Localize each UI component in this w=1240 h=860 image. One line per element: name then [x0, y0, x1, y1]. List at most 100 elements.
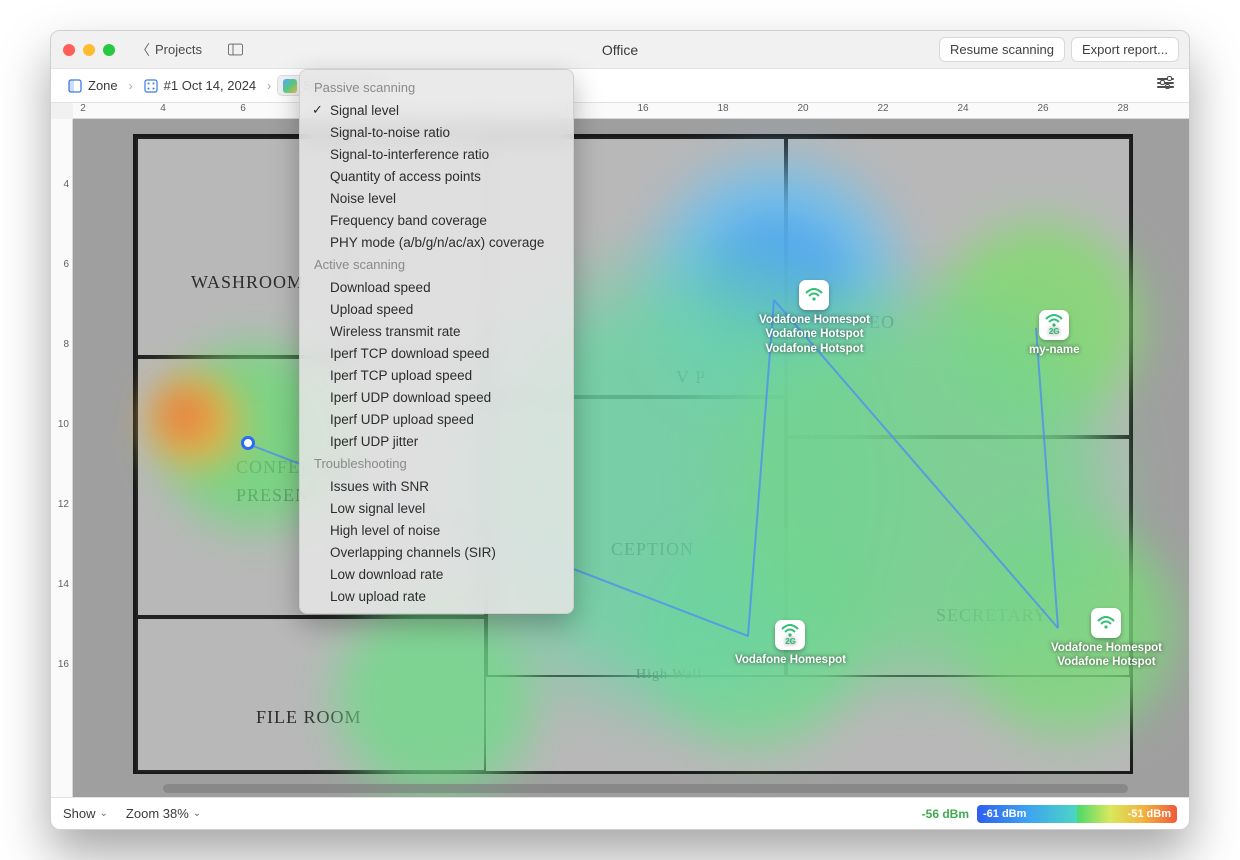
- viz-settings-button[interactable]: [1153, 76, 1177, 95]
- chevron-down-icon: ⌄: [193, 808, 201, 819]
- menu-item[interactable]: Wireless transmit rate: [300, 320, 573, 342]
- toggle-sidebar-button[interactable]: [219, 40, 252, 59]
- ruler-tick: 6: [51, 259, 69, 270]
- menu-item[interactable]: Iperf UDP download speed: [300, 386, 573, 408]
- maximize-icon[interactable]: [103, 44, 115, 56]
- scrollbar-thumb[interactable]: [163, 784, 1128, 793]
- status-bar: Show ⌄ Zoom 38% ⌄ -56 dBm -61 dBm -51 dB…: [51, 797, 1189, 829]
- menu-item[interactable]: High level of noise: [300, 519, 573, 541]
- ruler-tick: 6: [228, 103, 258, 114]
- breadcrumb-bar: Zone › #1 Oct 14, 2024 › Signal level ⌃⌄…: [51, 69, 1189, 103]
- menu-item[interactable]: Issues with SNR: [300, 475, 573, 497]
- ruler-vertical: 4 6 8 10 12 14 16: [51, 119, 73, 797]
- show-menu-button[interactable]: Show ⌄: [63, 806, 108, 821]
- sidebar-icon: [228, 43, 243, 56]
- legend-high-value: -51 dBm: [1128, 808, 1171, 820]
- minimize-icon[interactable]: [83, 44, 95, 56]
- access-point-marker[interactable]: Vodafone HomespotVodafone HotspotVodafon…: [759, 280, 870, 356]
- menu-item[interactable]: Quantity of access points: [300, 165, 573, 187]
- chevron-right-icon: ›: [267, 79, 271, 93]
- access-point-marker[interactable]: 2Gmy-name: [1029, 310, 1080, 357]
- heatmap-blob: [154, 385, 214, 445]
- ruler-tick: 4: [51, 179, 69, 190]
- survey-start-point[interactable]: [241, 436, 255, 450]
- snapshot-icon: [144, 79, 158, 93]
- legend-gradient: -61 dBm -51 dBm: [977, 805, 1177, 823]
- window-controls: [61, 44, 119, 56]
- menu-item[interactable]: Frequency band coverage: [300, 209, 573, 231]
- ruler-tick: 20: [788, 103, 818, 114]
- breadcrumb-zone[interactable]: Zone: [63, 76, 123, 95]
- room-label-washroom: WASHROOM: [191, 272, 304, 293]
- zone-icon: [68, 79, 82, 93]
- menu-item[interactable]: Upload speed: [300, 298, 573, 320]
- chevron-left-icon: 〈: [136, 40, 150, 60]
- back-projects-label: Projects: [155, 42, 202, 57]
- wifi-icon: [799, 280, 829, 310]
- menu-section-header: Active scanning: [300, 253, 573, 276]
- export-report-button[interactable]: Export report...: [1071, 37, 1179, 62]
- ruler-tick: 24: [948, 103, 978, 114]
- close-icon[interactable]: [63, 44, 75, 56]
- menu-section-header: Passive scanning: [300, 76, 573, 99]
- access-point-marker[interactable]: Vodafone HomespotVodafone Hotspot: [1051, 608, 1162, 670]
- menu-section-header: Troubleshooting: [300, 452, 573, 475]
- zoom-menu-button[interactable]: Zoom 38% ⌄: [126, 806, 201, 821]
- breadcrumb-zone-label: Zone: [88, 78, 118, 93]
- zoom-label: Zoom 38%: [126, 806, 189, 821]
- sliders-icon: [1157, 76, 1174, 90]
- ruler-tick: 22: [868, 103, 898, 114]
- ruler-tick: 2: [68, 103, 98, 114]
- legend-low-value: -61 dBm: [983, 808, 1026, 820]
- menu-item[interactable]: Download speed: [300, 276, 573, 298]
- menu-item[interactable]: Overlapping channels (SIR): [300, 541, 573, 563]
- menu-item[interactable]: Signal-to-interference ratio: [300, 143, 573, 165]
- horizontal-scrollbar[interactable]: [163, 782, 1179, 795]
- breadcrumb-snapshot[interactable]: #1 Oct 14, 2024: [139, 76, 262, 95]
- access-point-label: Vodafone HomespotVodafone Hotspot: [1051, 638, 1162, 670]
- back-projects-button[interactable]: 〈 Projects: [127, 37, 211, 63]
- ruler-tick: 4: [148, 103, 178, 114]
- ruler-tick: 12: [51, 499, 69, 510]
- menu-item[interactable]: Iperf TCP download speed: [300, 342, 573, 364]
- signal-legend: -56 dBm -61 dBm -51 dBm: [922, 805, 1177, 823]
- legend-current-value: -56 dBm: [922, 807, 969, 821]
- breadcrumb-snapshot-label: #1 Oct 14, 2024: [164, 78, 257, 93]
- canvas-area: 246810121416182022242628 46810121416 WAS…: [51, 103, 1189, 797]
- ruler-tick: 10: [51, 419, 69, 430]
- access-point-marker[interactable]: 2GVodafone Homespot: [735, 620, 846, 667]
- ruler-tick: 16: [628, 103, 658, 114]
- ruler-tick: 28: [1108, 103, 1138, 114]
- wifi-icon: 2G: [775, 620, 805, 650]
- access-point-label: Vodafone HomespotVodafone HotspotVodafon…: [759, 310, 870, 356]
- titlebar: 〈 Projects Office Resume scanning Export…: [51, 31, 1189, 69]
- resume-scanning-button[interactable]: Resume scanning: [939, 37, 1065, 62]
- menu-item[interactable]: Iperf UDP upload speed: [300, 408, 573, 430]
- wifi-icon: 2G: [1039, 310, 1069, 340]
- ruler-tick: 14: [51, 579, 69, 590]
- map-canvas[interactable]: WASHROOMCONFERENCEPRESENTFILE ROOMV PCEP…: [73, 119, 1189, 797]
- menu-item[interactable]: Signal-to-noise ratio: [300, 121, 573, 143]
- ruler-tick: 8: [51, 339, 69, 350]
- floorplan: WASHROOMCONFERENCEPRESENTFILE ROOMV PCEP…: [133, 134, 1133, 774]
- chevron-right-icon: ›: [129, 79, 133, 93]
- app-window: 〈 Projects Office Resume scanning Export…: [50, 30, 1190, 830]
- access-point-label: Vodafone Homespot: [735, 650, 846, 667]
- access-point-label: my-name: [1029, 340, 1080, 357]
- ruler-horizontal: 246810121416182022242628: [73, 103, 1189, 119]
- ruler-tick: 16: [51, 659, 69, 670]
- ruler-tick: 26: [1028, 103, 1058, 114]
- menu-item[interactable]: Iperf UDP jitter: [300, 430, 573, 452]
- visualization-menu: Passive scanningSignal levelSignal-to-no…: [299, 69, 574, 614]
- ruler-tick: 18: [708, 103, 738, 114]
- menu-item[interactable]: Signal level: [300, 99, 573, 121]
- menu-item[interactable]: Noise level: [300, 187, 573, 209]
- menu-item[interactable]: Iperf TCP upload speed: [300, 364, 573, 386]
- heatmap-icon: [283, 79, 297, 93]
- wifi-icon: [1091, 608, 1121, 638]
- menu-item[interactable]: PHY mode (a/b/g/n/ac/ax) coverage: [300, 231, 573, 253]
- menu-item[interactable]: Low upload rate: [300, 585, 573, 607]
- menu-item[interactable]: Low download rate: [300, 563, 573, 585]
- chevron-down-icon: ⌄: [100, 808, 108, 819]
- menu-item[interactable]: Low signal level: [300, 497, 573, 519]
